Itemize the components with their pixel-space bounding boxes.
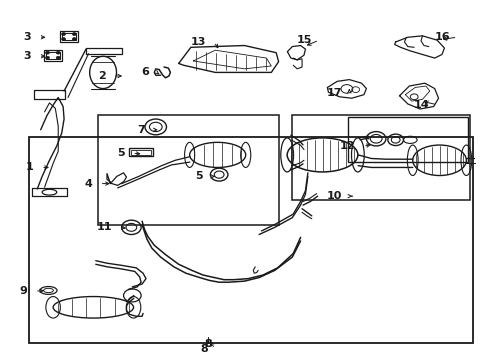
Bar xyxy=(131,149,151,154)
Text: 17: 17 xyxy=(326,88,341,98)
Text: 13: 13 xyxy=(191,37,206,47)
Text: 3: 3 xyxy=(24,51,31,61)
Bar xyxy=(60,31,78,42)
Text: 14: 14 xyxy=(413,100,429,110)
Bar xyxy=(46,51,60,59)
Text: 9: 9 xyxy=(20,286,27,296)
Bar xyxy=(98,116,278,225)
Bar xyxy=(292,116,469,200)
Text: 16: 16 xyxy=(434,32,449,42)
Bar xyxy=(347,117,467,162)
Text: 8: 8 xyxy=(203,339,211,349)
Circle shape xyxy=(56,51,60,54)
Bar xyxy=(62,33,76,40)
Text: 15: 15 xyxy=(296,35,311,45)
Bar xyxy=(43,50,62,60)
Text: 11: 11 xyxy=(96,222,112,232)
Circle shape xyxy=(45,56,49,59)
Text: 12: 12 xyxy=(340,141,355,151)
Circle shape xyxy=(61,33,65,36)
Bar xyxy=(129,148,153,156)
Circle shape xyxy=(45,51,49,54)
Text: 7: 7 xyxy=(137,125,145,135)
Text: 8: 8 xyxy=(200,343,207,354)
Circle shape xyxy=(72,33,76,36)
Circle shape xyxy=(72,38,76,41)
Bar xyxy=(29,137,472,343)
Text: 5: 5 xyxy=(117,148,125,158)
Circle shape xyxy=(61,38,65,41)
Text: 5: 5 xyxy=(195,171,203,181)
Text: 4: 4 xyxy=(84,179,92,189)
Circle shape xyxy=(56,56,60,59)
Text: 10: 10 xyxy=(326,191,341,201)
Text: 3: 3 xyxy=(24,32,31,42)
Text: 1: 1 xyxy=(26,162,34,172)
Text: 2: 2 xyxy=(98,71,105,81)
Text: 6: 6 xyxy=(141,67,149,77)
